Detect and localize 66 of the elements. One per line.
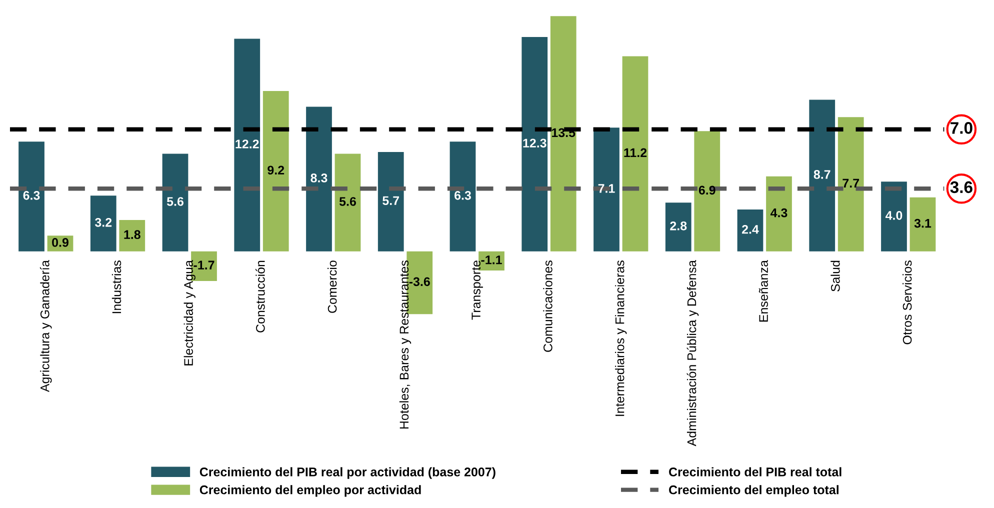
data-label: 6.3: [23, 190, 40, 200]
bar: [378, 152, 404, 252]
bar: [809, 100, 836, 252]
data-label: 6.9: [698, 186, 716, 195]
legend-label: Crecimiento del PIB real por actividad (base 2007): [200, 467, 496, 479]
text: 7.0: [950, 122, 972, 134]
bar: [665, 202, 692, 252]
x-tick-label: Otros Servicios: [902, 260, 912, 344]
x-tick-label: Salud: [830, 260, 840, 292]
data-label: -1.7: [194, 260, 214, 270]
data-label: 9.2: [268, 166, 284, 175]
x-tick-label: Transporte: [472, 260, 483, 320]
bar: [594, 128, 620, 252]
bar: [162, 154, 188, 252]
data-label: 1.8: [124, 230, 140, 240]
bar: [306, 106, 332, 252]
data-label: 4.3: [770, 208, 788, 218]
bar: [522, 37, 548, 252]
bar: [838, 117, 864, 252]
data-label: 12.3: [523, 138, 546, 148]
data-label: 5.7: [382, 196, 400, 206]
data-label: 3.1: [914, 218, 932, 228]
data-label: 6.3: [454, 190, 471, 200]
bar: [737, 210, 764, 252]
x-tick-label: Comunicaciones: [543, 260, 552, 352]
data-label: 12.2: [236, 140, 259, 148]
bar: [90, 196, 116, 252]
bar: [910, 197, 936, 252]
text: 3.6: [950, 181, 972, 194]
bar: [262, 91, 289, 252]
bar: [550, 16, 576, 252]
data-label: 4.0: [885, 211, 902, 220]
x-tick-label: Enseñanza: [758, 260, 768, 322]
x-tick-label: Comercio: [328, 260, 337, 313]
data-label: 0.9: [52, 238, 68, 247]
bar: [119, 220, 146, 252]
x-tick-label: Intermediarios y Financieras: [615, 260, 627, 416]
data-label: 2.4: [742, 224, 759, 234]
x-tick-label: Industrias: [112, 260, 122, 314]
x-tick-label: Electricidad y Agua: [184, 260, 196, 366]
data-label: 5.6: [339, 197, 356, 206]
data-label: 11.2: [624, 148, 647, 158]
bar: [694, 131, 720, 252]
bar: [450, 142, 476, 252]
x-tick-label: Hoteles, Bares y Restaurantes: [399, 260, 412, 429]
bar: [18, 142, 44, 252]
data-label: 8.3: [310, 174, 328, 182]
data-label: 5.6: [166, 197, 184, 206]
data-label: 8.7: [814, 170, 830, 179]
x-tick-label: Administración Pública y Defensa: [686, 260, 699, 446]
data-label: 7.1: [598, 184, 615, 193]
x-tick-label: Agricultura y Ganadería: [40, 260, 52, 392]
legend-label: Crecimiento del PIB real total: [669, 467, 842, 476]
bar: [622, 56, 648, 252]
data-label: 7.7: [842, 178, 860, 188]
data-label: -1.1: [481, 256, 502, 264]
legend-label: Crecimiento del empleo por actividad: [200, 485, 421, 497]
bar: [334, 154, 361, 252]
bar: [766, 176, 792, 252]
data-label: 3.2: [94, 218, 112, 227]
bar: [234, 38, 260, 252]
data-label: 2.8: [670, 221, 687, 230]
x-tick-label: Construcción: [256, 260, 265, 332]
legend-label: Crecimiento del empleo total: [669, 485, 838, 497]
data-label: -3.6: [409, 277, 430, 286]
bar: [881, 182, 907, 252]
